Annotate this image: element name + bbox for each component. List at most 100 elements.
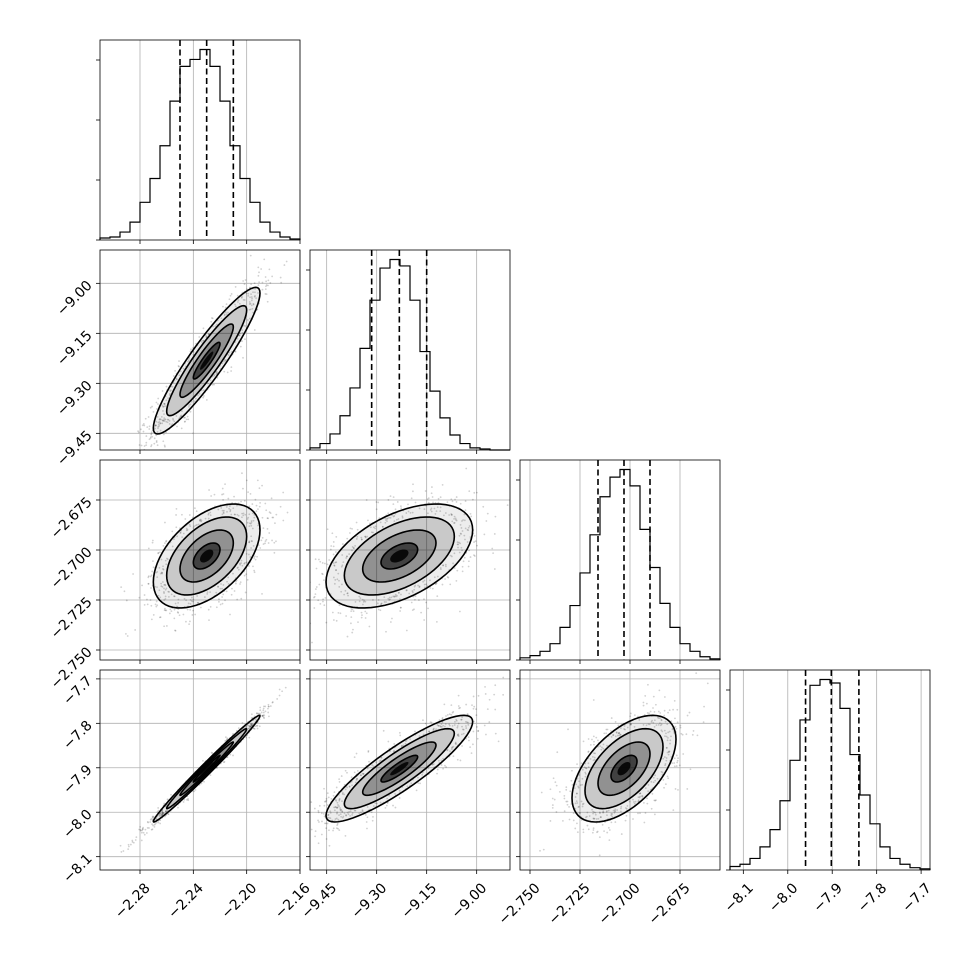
sample-point xyxy=(162,405,165,408)
sample-point xyxy=(360,616,363,619)
sample-point xyxy=(318,804,321,807)
sample-point xyxy=(334,818,337,820)
histogram-panel-0 xyxy=(96,39,301,244)
sample-point xyxy=(364,536,367,539)
sample-point xyxy=(235,582,237,585)
sample-point xyxy=(334,806,337,809)
sample-point xyxy=(589,758,592,760)
sample-point xyxy=(239,332,242,335)
scatter-panel-1-2 xyxy=(266,459,511,664)
sample-point xyxy=(594,813,597,816)
sample-point xyxy=(150,604,153,607)
sample-point xyxy=(344,769,347,772)
sample-point xyxy=(237,566,239,569)
sample-point xyxy=(174,369,176,372)
y-tick-label: −9.15 xyxy=(54,328,96,370)
sample-point xyxy=(350,622,352,625)
sample-point xyxy=(189,403,192,406)
sample-point xyxy=(231,587,233,590)
sample-point xyxy=(335,551,337,553)
sample-point xyxy=(150,828,153,831)
sample-point xyxy=(610,729,612,732)
sample-point xyxy=(321,562,324,564)
sample-point xyxy=(194,524,197,527)
sample-point xyxy=(377,599,380,601)
sample-point xyxy=(146,603,149,606)
sample-point xyxy=(350,608,353,610)
sample-point xyxy=(238,562,241,565)
sample-point xyxy=(672,708,674,711)
sample-point xyxy=(264,276,267,278)
sample-point xyxy=(642,802,645,804)
sample-point xyxy=(164,588,167,591)
sample-point xyxy=(388,794,390,797)
sample-point xyxy=(254,498,257,501)
sample-point xyxy=(429,587,432,589)
sample-point xyxy=(556,751,559,754)
sample-point xyxy=(137,431,140,434)
sample-point xyxy=(336,801,339,804)
sample-point xyxy=(629,715,632,718)
sample-point xyxy=(657,710,660,713)
sample-point xyxy=(409,511,412,514)
sample-point xyxy=(330,797,333,800)
sample-point xyxy=(261,281,264,284)
sample-point xyxy=(142,826,144,829)
sample-point xyxy=(122,850,125,852)
sample-point xyxy=(457,733,460,736)
sample-point xyxy=(142,423,145,425)
sample-point xyxy=(210,320,213,323)
panel-frame xyxy=(309,459,511,661)
sample-point xyxy=(267,284,269,287)
sample-point xyxy=(190,400,193,403)
y-tick-label: −9.00 xyxy=(54,278,96,320)
sample-point xyxy=(219,587,222,590)
sample-point xyxy=(171,423,174,426)
sample-point xyxy=(398,789,401,792)
sample-point xyxy=(270,497,273,500)
sample-point xyxy=(438,724,440,727)
sample-point xyxy=(164,609,167,612)
sample-point xyxy=(139,457,141,459)
sample-point xyxy=(379,521,382,524)
sample-point xyxy=(172,417,174,420)
sample-point xyxy=(456,733,459,736)
sample-point xyxy=(206,593,209,595)
sample-point xyxy=(338,797,341,800)
sample-point xyxy=(256,712,259,715)
sample-point xyxy=(502,676,505,679)
sample-point xyxy=(161,810,164,812)
sample-point xyxy=(468,525,471,527)
sample-point xyxy=(450,704,453,707)
sample-point xyxy=(288,557,290,559)
sample-point xyxy=(236,337,239,340)
sample-point xyxy=(666,723,669,726)
sample-point xyxy=(241,340,243,343)
sample-point xyxy=(457,735,460,737)
density-fill xyxy=(200,549,214,563)
sample-point xyxy=(360,611,363,614)
sample-point xyxy=(209,511,212,514)
sample-point xyxy=(455,719,458,722)
sample-point xyxy=(332,619,335,621)
sample-point xyxy=(486,512,489,515)
sample-point xyxy=(224,483,226,486)
sample-point xyxy=(375,501,378,503)
sample-point xyxy=(268,511,271,514)
sample-point xyxy=(156,416,159,418)
sample-point xyxy=(176,535,179,538)
sample-point xyxy=(584,772,587,775)
sample-point xyxy=(464,509,467,512)
sample-point xyxy=(454,518,457,521)
sample-point xyxy=(408,592,411,595)
sample-point xyxy=(451,520,454,523)
sample-point xyxy=(225,303,228,306)
sample-point xyxy=(178,360,180,362)
sample-point xyxy=(378,760,381,762)
sample-point xyxy=(638,792,641,795)
sample-point xyxy=(266,635,268,637)
sample-point xyxy=(181,410,183,413)
sample-point xyxy=(578,812,581,814)
sample-point xyxy=(258,281,261,284)
